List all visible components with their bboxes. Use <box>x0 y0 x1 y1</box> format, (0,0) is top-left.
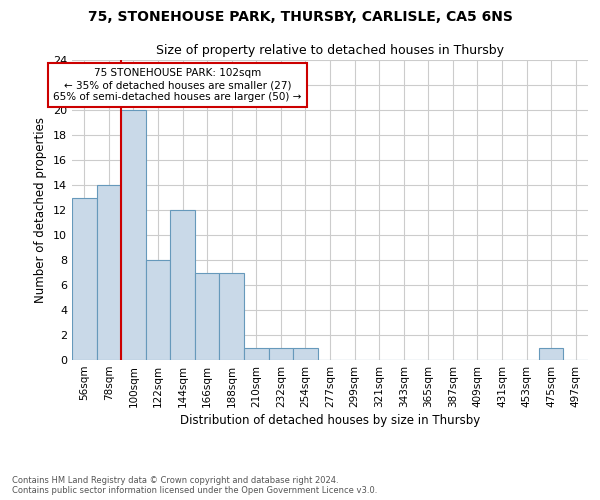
Bar <box>293 348 318 360</box>
Y-axis label: Number of detached properties: Number of detached properties <box>34 117 47 303</box>
Bar <box>146 260 170 360</box>
Bar <box>170 210 195 360</box>
Bar <box>269 348 293 360</box>
Bar <box>72 198 97 360</box>
Text: 75, STONEHOUSE PARK, THURSBY, CARLISLE, CA5 6NS: 75, STONEHOUSE PARK, THURSBY, CARLISLE, … <box>88 10 512 24</box>
Text: Contains HM Land Registry data © Crown copyright and database right 2024.
Contai: Contains HM Land Registry data © Crown c… <box>12 476 377 495</box>
Bar <box>121 110 146 360</box>
X-axis label: Distribution of detached houses by size in Thursby: Distribution of detached houses by size … <box>180 414 480 427</box>
Bar <box>539 348 563 360</box>
Bar <box>195 272 220 360</box>
Bar <box>220 272 244 360</box>
Text: 75 STONEHOUSE PARK: 102sqm
← 35% of detached houses are smaller (27)
65% of semi: 75 STONEHOUSE PARK: 102sqm ← 35% of deta… <box>53 68 302 102</box>
Bar <box>97 185 121 360</box>
Bar <box>244 348 269 360</box>
Title: Size of property relative to detached houses in Thursby: Size of property relative to detached ho… <box>156 44 504 58</box>
